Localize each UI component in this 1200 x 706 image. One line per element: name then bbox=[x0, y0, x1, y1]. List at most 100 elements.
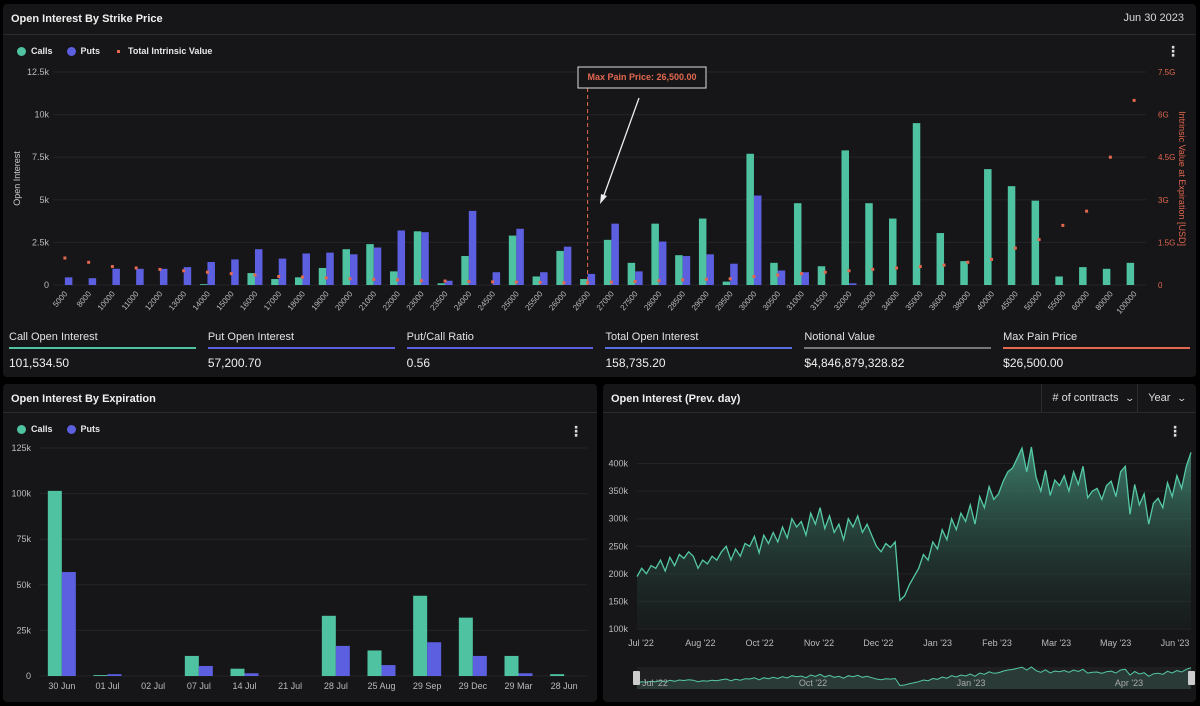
stat-underline bbox=[406, 347, 594, 349]
x-tick-label: 25500 bbox=[523, 289, 545, 312]
divider bbox=[603, 412, 1196, 413]
x-tick-label: 13000 bbox=[167, 289, 189, 312]
chevron-down-icon: ⌄ bbox=[1176, 392, 1188, 403]
tiv-point bbox=[728, 277, 732, 281]
x-tick-label: 5000 bbox=[51, 289, 70, 309]
tiv-point bbox=[324, 276, 328, 280]
tiv-point bbox=[63, 256, 67, 260]
calls-swatch-icon bbox=[17, 424, 26, 434]
more-menu-icon[interactable]: ⋮ bbox=[1166, 43, 1180, 59]
x-tick-label: 24000 bbox=[452, 289, 474, 312]
callout-arrow bbox=[602, 97, 640, 199]
put-bar bbox=[518, 673, 533, 676]
navigator-area bbox=[637, 667, 1191, 689]
legend-puts-label: Puts bbox=[80, 424, 101, 434]
x-tick-label: 31000 bbox=[785, 289, 807, 312]
call-bar bbox=[603, 239, 612, 285]
y-tick-label: 5k bbox=[39, 195, 49, 205]
call-bar bbox=[321, 615, 336, 676]
legend-calls[interactable]: Calls bbox=[17, 46, 53, 56]
stat-max-pain: Max Pain Price $26,500.00 bbox=[1003, 327, 1190, 372]
put-bar bbox=[563, 246, 572, 285]
navigator-tick-label: Jul '22 bbox=[642, 678, 668, 688]
y-tick-label: 25k bbox=[16, 625, 31, 635]
x-tick-label: 34000 bbox=[880, 289, 902, 312]
navigator-tick-label: Oct '22 bbox=[799, 678, 827, 688]
panel-title: Open Interest By Expiration bbox=[11, 393, 156, 405]
x-tick-label: 80000 bbox=[1094, 289, 1116, 312]
navigator-handle-right[interactable] bbox=[1188, 671, 1195, 685]
divider bbox=[3, 412, 597, 413]
put-bar bbox=[244, 673, 259, 676]
chart-legend: Calls Puts Total Intrinsic Value bbox=[17, 46, 212, 56]
tiv-point bbox=[182, 269, 186, 273]
tiv-point bbox=[538, 280, 542, 284]
x-tick-label: 17000 bbox=[262, 289, 284, 312]
navigator-handle-left[interactable] bbox=[633, 671, 640, 685]
call-bar bbox=[746, 153, 754, 285]
navigator-line bbox=[636, 666, 1192, 687]
legend-puts[interactable]: Puts bbox=[66, 424, 101, 434]
legend-calls[interactable]: Calls bbox=[17, 424, 53, 434]
call-bar bbox=[461, 256, 469, 285]
stat-underline bbox=[1003, 347, 1190, 349]
legend-puts[interactable]: Puts bbox=[66, 46, 101, 56]
stat-put-oi: Put Open Interest 57,200.70 bbox=[207, 327, 395, 372]
metric-select-label: # of contracts bbox=[1052, 392, 1119, 404]
summary-stats: Call Open Interest 101,534.50 Put Open I… bbox=[9, 327, 1190, 372]
legend-puts-label: Puts bbox=[80, 46, 101, 56]
x-tick-label: 10000 bbox=[96, 289, 118, 312]
x-tick-label: 28000 bbox=[642, 289, 664, 312]
y-tick-label: 2.5k bbox=[32, 237, 50, 247]
put-bar bbox=[801, 272, 809, 285]
y-tick-label: 200k bbox=[608, 569, 628, 579]
call-bar bbox=[817, 266, 826, 285]
call-bar bbox=[1007, 186, 1016, 285]
tiv-point bbox=[514, 280, 518, 284]
put-bar bbox=[198, 665, 213, 676]
stat-call-oi: Call Open Interest 101,534.50 bbox=[9, 327, 196, 372]
tiv-point bbox=[396, 278, 400, 282]
period-select[interactable]: Year ⌄ bbox=[1137, 384, 1196, 412]
x-tick-label: 07 Jul bbox=[187, 681, 211, 691]
put-bar bbox=[706, 254, 714, 285]
call-bar bbox=[367, 650, 382, 676]
more-menu-icon[interactable]: ⋮ bbox=[1168, 423, 1182, 439]
y2-tick-label: 0 bbox=[1158, 281, 1163, 290]
y-tick-label: 150k bbox=[608, 596, 628, 606]
put-bar bbox=[88, 278, 97, 285]
metric-select[interactable]: # of contracts ⌄ bbox=[1041, 384, 1144, 412]
expiration-oi-panel: Open Interest By Expiration Calls Puts ⋮… bbox=[3, 384, 597, 702]
tiv-point bbox=[1061, 223, 1065, 227]
tiv-point bbox=[799, 272, 803, 276]
tiv-point bbox=[823, 270, 827, 274]
x-tick-label: 30 Jun bbox=[48, 681, 75, 691]
tiv-swatch-icon bbox=[117, 49, 121, 53]
x-tick-label: 21 Jul bbox=[278, 681, 302, 691]
x-tick-label: 28 Jun bbox=[551, 681, 578, 691]
tiv-point bbox=[966, 260, 970, 264]
chart-legend: Calls Puts bbox=[17, 424, 100, 434]
put-bar bbox=[635, 271, 643, 285]
put-bar bbox=[373, 247, 382, 285]
chevron-down-icon: ⌄ bbox=[1124, 392, 1136, 403]
x-tick-label: 12000 bbox=[143, 289, 165, 312]
tiv-point bbox=[1013, 246, 1017, 250]
call-bar bbox=[93, 675, 108, 676]
more-menu-icon[interactable]: ⋮ bbox=[569, 423, 583, 439]
legend-tiv-label: Total Intrinsic Value bbox=[128, 46, 213, 56]
stat-label: Total Open Interest bbox=[605, 331, 699, 343]
tiv-point bbox=[752, 274, 756, 278]
put-bar bbox=[278, 258, 287, 285]
legend-tiv[interactable]: Total Intrinsic Value bbox=[114, 46, 212, 56]
tiv-point bbox=[1085, 209, 1089, 213]
x-tick-label: 21000 bbox=[357, 289, 379, 312]
tiv-point bbox=[253, 273, 257, 277]
expiration-date-select[interactable]: Jun 30 2023 bbox=[1123, 12, 1184, 24]
call-bar bbox=[342, 249, 351, 285]
call-bar bbox=[437, 283, 446, 285]
x-tick-label: 100000 bbox=[1115, 289, 1139, 316]
put-bar bbox=[730, 263, 738, 285]
tiv-point bbox=[372, 277, 376, 281]
y-tick-label: 10k bbox=[34, 110, 49, 120]
